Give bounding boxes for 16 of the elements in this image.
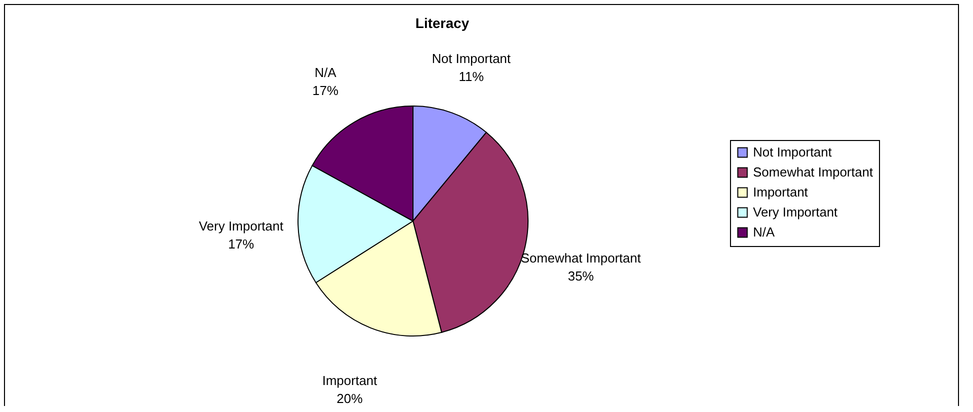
legend-label: Important xyxy=(753,184,808,200)
slice-label: Somewhat Important xyxy=(520,250,642,266)
slice-label: N/A xyxy=(314,64,337,80)
data-label: 11% xyxy=(458,69,484,84)
legend-label: N/A xyxy=(753,224,775,240)
legend-label: Very Important xyxy=(753,204,838,220)
legend-label: Not Important xyxy=(753,144,832,160)
slice-label: Important xyxy=(322,372,378,388)
data-label: 35% xyxy=(568,268,594,284)
slice-label: Not Important xyxy=(432,51,512,66)
data-label: 17% xyxy=(312,82,339,98)
slice-label: Very Important xyxy=(198,218,284,234)
legend-label: Somewhat Important xyxy=(753,164,874,180)
data-label: 20% xyxy=(336,390,364,406)
data-label: 17% xyxy=(228,236,255,252)
chart-title: Literacy xyxy=(415,15,470,31)
